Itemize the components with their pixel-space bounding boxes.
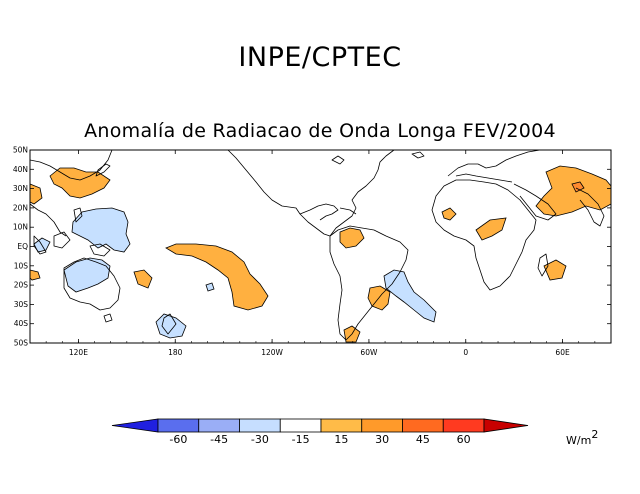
positive-anomaly-coral-sea bbox=[133, 269, 153, 289]
lat-label: 10N bbox=[13, 223, 28, 232]
map-title: Anomalía de Radiacao de Onda Longa FEV/2… bbox=[84, 120, 556, 142]
lon-label: 120E bbox=[69, 348, 88, 357]
coast-sumatra bbox=[33, 235, 47, 255]
lon-label: 60E bbox=[555, 348, 570, 357]
colorbar: -60 -45 -30 -15 15 30 45 60 bbox=[111, 418, 529, 446]
colorbar-box bbox=[402, 418, 444, 433]
colorbar-tick-label: -15 bbox=[292, 433, 310, 446]
coast-mediterranean bbox=[455, 173, 513, 183]
lat-label: 40S bbox=[14, 319, 29, 328]
coast-philippines bbox=[73, 207, 83, 223]
colorbar-end-low bbox=[111, 418, 159, 433]
lat-label: EQ bbox=[17, 242, 28, 251]
colorbar-tick-label: -45 bbox=[210, 433, 228, 446]
anomaly-layer bbox=[29, 165, 612, 343]
coastline-layer bbox=[29, 149, 605, 341]
colorbar-box bbox=[361, 418, 403, 433]
negative-anomaly-west-pacific bbox=[71, 207, 131, 253]
colorbar-tick-label: -30 bbox=[251, 433, 269, 446]
units-base: W/m bbox=[566, 434, 592, 447]
positive-anomaly-east-asia bbox=[49, 167, 111, 199]
coast-japan bbox=[95, 163, 111, 177]
lat-label: 20N bbox=[13, 203, 28, 212]
coast-borneo bbox=[53, 231, 71, 249]
coast-australia bbox=[63, 257, 121, 311]
lat-label: 50N bbox=[13, 146, 28, 155]
colorbar-box bbox=[442, 418, 485, 433]
lon-label: 0 bbox=[463, 348, 468, 357]
coast-southeast-asia bbox=[29, 203, 67, 237]
lat-label: 30S bbox=[14, 300, 29, 309]
colorbar-tick-label: -60 bbox=[169, 433, 187, 446]
coast-madagascar bbox=[537, 253, 549, 277]
lon-label: 180 bbox=[168, 348, 183, 357]
units-label: W/m2 bbox=[566, 428, 598, 447]
org-title: INPE/CPTEC bbox=[238, 42, 402, 73]
lat-label: 50S bbox=[14, 339, 29, 348]
coast-africa bbox=[431, 179, 537, 291]
longitude-axis: 120E 180 120W 60W 0 60E bbox=[45, 150, 596, 357]
coast-arabia bbox=[513, 183, 557, 221]
colorbar-box bbox=[279, 418, 322, 433]
lat-label: 30N bbox=[13, 184, 28, 193]
negative-anomaly-pacific-small bbox=[205, 282, 215, 292]
coast-new-zealand bbox=[161, 313, 177, 335]
colorbar-tick-label: 30 bbox=[375, 433, 389, 446]
colorbar-box bbox=[157, 418, 200, 433]
lat-label: 40N bbox=[13, 165, 28, 174]
coast-india bbox=[575, 187, 605, 227]
positive-anomaly-middle-east bbox=[535, 165, 612, 217]
lon-label: 120W bbox=[261, 348, 283, 357]
colorbar-tick-label: 60 bbox=[457, 433, 471, 446]
lon-label: 60W bbox=[360, 348, 378, 357]
lat-label: 10S bbox=[14, 261, 29, 270]
coast-gulf-mexico bbox=[299, 203, 339, 221]
coast-tasmania bbox=[103, 313, 113, 323]
positive-anomaly-south-pacific bbox=[165, 243, 269, 311]
units-exponent: 2 bbox=[591, 428, 599, 441]
positive-anomaly-madagascar bbox=[543, 259, 567, 281]
colorbar-box bbox=[320, 418, 363, 433]
coast-europe bbox=[447, 149, 541, 177]
colorbar-tick-label: 15 bbox=[334, 433, 348, 446]
lat-label: 20S bbox=[14, 281, 29, 290]
coast-great-lakes bbox=[331, 155, 345, 165]
colorbar-box bbox=[198, 418, 240, 433]
colorbar-box bbox=[239, 418, 281, 433]
coast-caribbean bbox=[339, 207, 357, 215]
colorbar-end-high bbox=[483, 418, 529, 433]
positive-anomaly-sahel bbox=[441, 207, 457, 221]
positive-anomaly-amazon bbox=[339, 227, 365, 249]
coast-iceland bbox=[411, 151, 425, 159]
positive-anomaly-east-africa bbox=[475, 217, 507, 241]
positive-anomaly-middle-east-core bbox=[571, 181, 585, 193]
coast-south-america bbox=[329, 225, 409, 341]
negative-anomaly-australia bbox=[63, 257, 111, 293]
negative-anomaly-south-atlantic bbox=[383, 269, 437, 323]
colorbar-tick-label: 45 bbox=[416, 433, 430, 446]
latitude-axis: 50N 40N 30N 20N 10N EQ 10S 20S 30S 40S 50S bbox=[13, 146, 611, 348]
coast-new-guinea bbox=[89, 243, 111, 257]
